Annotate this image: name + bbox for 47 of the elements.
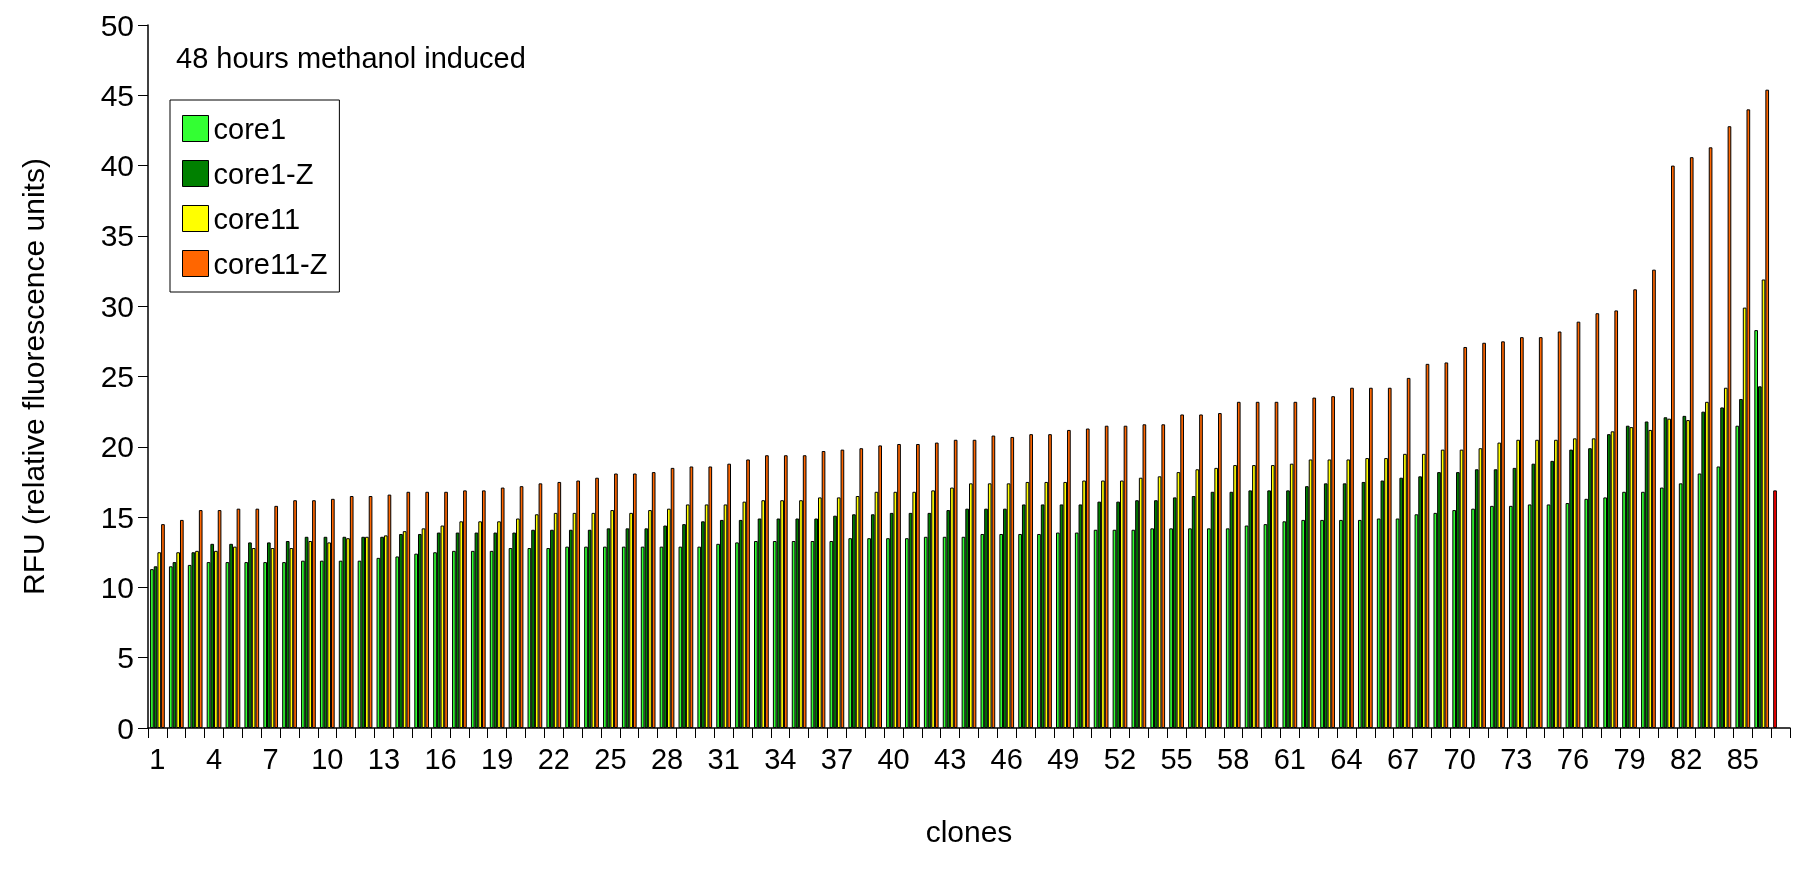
x-tick-label: 4 xyxy=(205,742,223,775)
y-tick-label: 30 xyxy=(100,289,134,323)
legend-label: core1 xyxy=(213,112,287,145)
x-tick-label: 19 xyxy=(481,742,514,775)
y-tick-label: 0 xyxy=(117,711,134,745)
x-tick-label: 67 xyxy=(1386,742,1420,775)
x-tick-label: 79 xyxy=(1613,742,1646,775)
legend-label: core11-Z xyxy=(213,247,328,280)
x-tick-label: 7 xyxy=(262,742,279,775)
x-tick-label: 34 xyxy=(764,742,797,775)
legend-label: core11 xyxy=(213,202,301,235)
x-tick-label: 13 xyxy=(367,742,401,775)
x-tick-label: 61 xyxy=(1273,742,1306,775)
y-tick-label: 20 xyxy=(100,430,134,464)
x-tick-label: 85 xyxy=(1726,742,1759,775)
x-tick-label: 31 xyxy=(707,742,740,775)
x-tick-label: 28 xyxy=(650,742,684,775)
x-tick-label: 58 xyxy=(1217,742,1250,775)
x-tick-label: 70 xyxy=(1443,742,1476,775)
y-tick-label: 10 xyxy=(100,570,134,604)
y-tick-label: 35 xyxy=(100,219,134,253)
x-tick-label: 10 xyxy=(311,742,344,775)
y-tick-label: 45 xyxy=(100,78,134,112)
legend-label: core1-Z xyxy=(213,157,314,190)
x-tick-label: 49 xyxy=(1047,742,1080,775)
x-tick-label: 40 xyxy=(877,742,910,775)
x-tick-label: 25 xyxy=(594,742,627,775)
y-tick-label: 50 xyxy=(100,8,134,42)
y-tick-label: 5 xyxy=(117,641,134,675)
annotation: 48 hours methanol induced xyxy=(176,41,526,74)
x-tick-label: 16 xyxy=(424,742,457,775)
x-tick-label: 76 xyxy=(1556,742,1590,775)
y-tick-label: 15 xyxy=(100,500,134,534)
y-tick-label: 40 xyxy=(100,149,134,183)
x-tick-label: 64 xyxy=(1330,742,1363,775)
x-axis-title: clones xyxy=(925,814,1013,848)
x-tick-label: 22 xyxy=(537,742,570,775)
x-tick-label: 43 xyxy=(933,742,967,775)
x-tick-label: 55 xyxy=(1160,742,1193,775)
x-tick-label: 73 xyxy=(1500,742,1533,775)
x-tick-label: 37 xyxy=(820,742,854,775)
y-tick-label: 25 xyxy=(100,360,134,393)
x-tick-label: 1 xyxy=(149,742,166,775)
x-tick-label: 52 xyxy=(1103,742,1137,775)
y-axis-title: RFU (relative fluorescence units) xyxy=(16,158,50,595)
x-tick-label: 46 xyxy=(990,742,1023,775)
x-tick-label: 82 xyxy=(1670,742,1703,775)
